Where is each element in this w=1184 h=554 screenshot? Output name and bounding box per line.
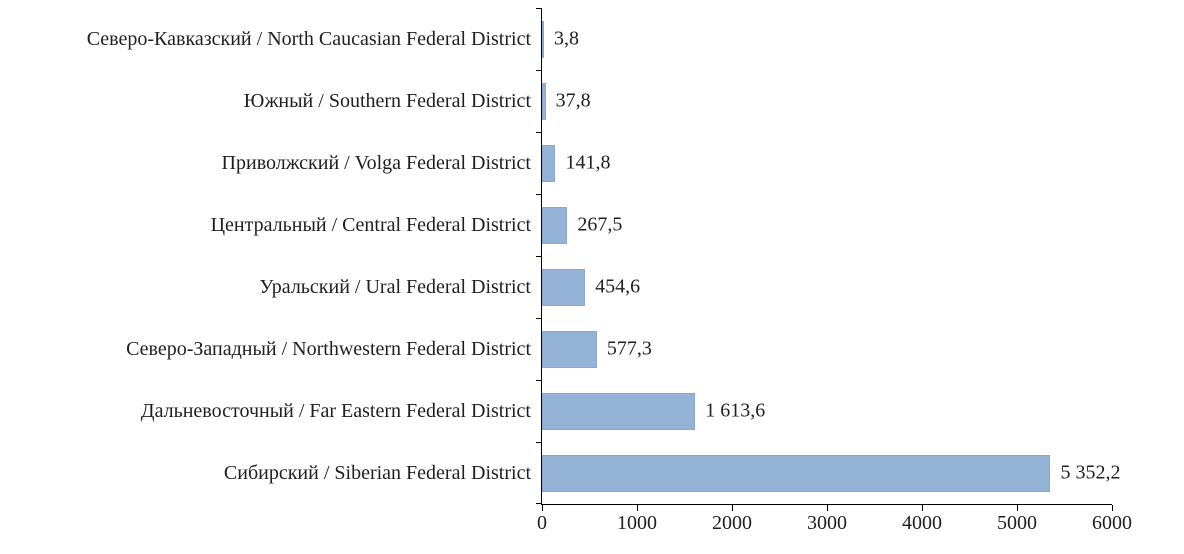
bar bbox=[542, 392, 696, 430]
x-tick-label: 2000 bbox=[712, 512, 752, 534]
y-axis-tick bbox=[536, 70, 541, 71]
x-tick-label: 5000 bbox=[997, 512, 1037, 534]
category-label: Северо-Западный / Northwestern Federal D… bbox=[126, 337, 531, 360]
x-tick-label: 3000 bbox=[807, 512, 847, 534]
value-label: 141,8 bbox=[565, 151, 611, 174]
category-axis: Северо-Кавказский / North Caucasian Fede… bbox=[0, 8, 541, 504]
category-label: Северо-Кавказский / North Caucasian Fede… bbox=[86, 27, 531, 50]
x-axis-tick bbox=[827, 505, 828, 511]
bar bbox=[542, 144, 556, 182]
y-axis-tick bbox=[536, 8, 541, 9]
category-label: Центральный / Central Federal District bbox=[210, 213, 531, 236]
x-axis-tick bbox=[637, 505, 638, 511]
bar bbox=[542, 20, 544, 58]
value-label: 267,5 bbox=[577, 213, 623, 236]
bar bbox=[542, 82, 546, 120]
x-tick-label: 1000 bbox=[617, 512, 657, 534]
y-axis-tick bbox=[536, 256, 541, 257]
value-label: 5 352,2 bbox=[1060, 461, 1121, 484]
value-label: 3,8 bbox=[554, 27, 579, 50]
plot-area: 3,8 37,8 141,8 267,5 454,6 577,3 1 613,6 5 352,… bbox=[536, 8, 1120, 511]
y-axis-tick bbox=[536, 194, 541, 195]
x-axis-tick bbox=[922, 505, 923, 511]
bar bbox=[542, 330, 597, 368]
y-axis-tick bbox=[536, 380, 541, 381]
category-label: Дальневосточный / Far Eastern Federal Di… bbox=[140, 399, 531, 422]
value-label: 454,6 bbox=[595, 275, 641, 298]
category-label: Приволжский / Volga Federal District bbox=[221, 151, 531, 174]
value-label: 1 613,6 bbox=[705, 399, 766, 422]
category-label: Сибирский / Siberian Federal District bbox=[223, 461, 531, 484]
category-label: Южный / Southern Federal District bbox=[243, 89, 531, 112]
x-tick-label: 6000 bbox=[1092, 512, 1132, 534]
y-axis-tick bbox=[536, 503, 541, 504]
y-axis-tick bbox=[536, 318, 541, 319]
value-label: 37,8 bbox=[555, 89, 591, 112]
category-label: Уральский / Ural Federal District bbox=[259, 275, 531, 298]
chart-body: Северо-Кавказский / North Caucasian Fede… bbox=[0, 8, 1120, 511]
x-axis-tick bbox=[542, 505, 543, 511]
x-tick-label: 0 bbox=[537, 512, 547, 534]
y-axis-tick bbox=[536, 442, 541, 443]
bar bbox=[542, 206, 568, 244]
x-axis-tick bbox=[1017, 505, 1018, 511]
bar bbox=[542, 454, 1051, 492]
y-axis-tick bbox=[536, 132, 541, 133]
x-axis-tick bbox=[732, 505, 733, 511]
x-tick-label: 4000 bbox=[902, 512, 942, 534]
x-axis-tick bbox=[1112, 505, 1113, 511]
bar bbox=[542, 268, 586, 306]
value-label: 577,3 bbox=[606, 337, 652, 360]
